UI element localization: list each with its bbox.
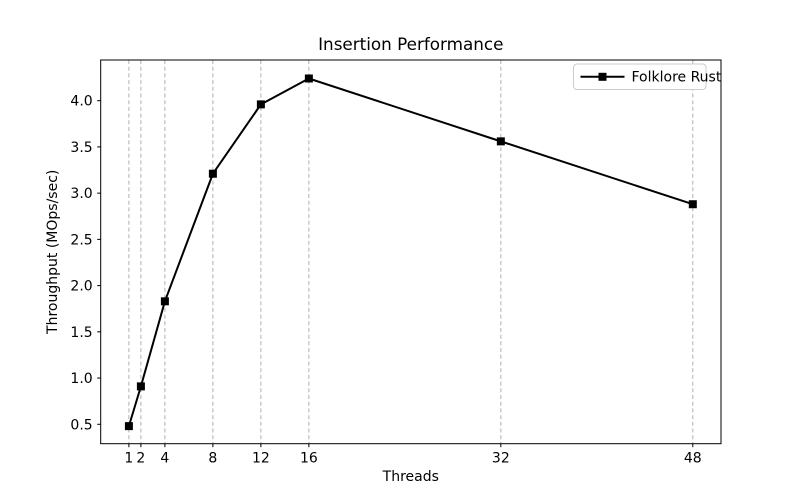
- y-tick-label: 1.0: [70, 371, 92, 387]
- x-tick-label: 1: [124, 451, 133, 467]
- x-tick-label: 32: [492, 451, 510, 467]
- data-point-marker: [124, 422, 133, 431]
- y-tick-label: 1.5: [70, 325, 92, 341]
- chart-title: Insertion Performance: [318, 34, 503, 54]
- x-axis-label: Threads: [382, 469, 439, 485]
- y-tick-label: 3.5: [70, 140, 92, 156]
- y-axis: 0.5 1.0 1.5 2.0 2.5 3.0 3.5 4.0: [70, 94, 101, 433]
- y-tick-label: 4.0: [70, 94, 92, 110]
- data-point-marker: [208, 169, 217, 178]
- x-tick-label: 48: [684, 451, 702, 467]
- data-point-marker: [688, 200, 697, 209]
- data-point-marker: [160, 297, 169, 306]
- series-folklore-rust: [124, 74, 697, 431]
- legend-box: [573, 63, 707, 90]
- y-tick-label: 2.5: [70, 232, 92, 248]
- x-tick-label: 2: [136, 451, 145, 467]
- series-line: [127, 77, 694, 427]
- y-axis-label: Throughput (MOps/sec): [45, 170, 61, 335]
- gridlines: [128, 60, 694, 444]
- x-tick-label: 8: [208, 451, 217, 467]
- data-point-marker: [256, 100, 265, 109]
- x-tick-label: 16: [300, 451, 318, 467]
- x-tick-label: 12: [252, 451, 270, 467]
- y-tick-label: 2.0: [70, 279, 92, 295]
- plot-border: [100, 59, 722, 445]
- x-axis: 1 2 4 8 12 16 32 48: [124, 443, 702, 467]
- y-tick-label: 3.0: [70, 186, 92, 202]
- x-tick-label: 4: [160, 451, 169, 467]
- data-point-marker: [136, 382, 145, 391]
- legend-label: Folklore Rust: [632, 70, 722, 86]
- legend: Folklore Rust: [573, 63, 722, 90]
- legend-square-marker-icon: [598, 72, 607, 81]
- data-point-marker: [496, 137, 505, 146]
- data-point-marker: [304, 74, 313, 83]
- y-tick-label: 0.5: [70, 417, 92, 433]
